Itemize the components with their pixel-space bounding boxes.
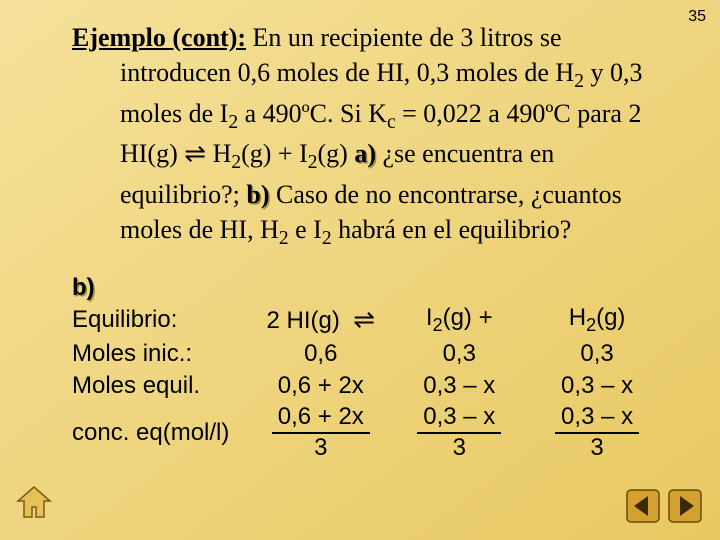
text: habrá en el equilibrio? [332, 215, 572, 244]
sub-2: 2 [433, 315, 443, 335]
sub-2: 2 [231, 152, 241, 173]
home-button[interactable] [14, 483, 54, 528]
home-icon [14, 483, 54, 523]
sub-2: 2 [228, 112, 238, 133]
cell: 0,3 – x 3 [390, 402, 528, 464]
slide-number: 35 [688, 8, 706, 26]
cell: H2(g) [528, 302, 666, 338]
species: I [426, 304, 433, 331]
cell: 0,6 + 2x 3 [251, 402, 390, 464]
row-label: Equilibrio: [72, 302, 251, 338]
part-b-label: b) [246, 180, 269, 209]
cell: 0,3 – x [390, 370, 528, 402]
fraction: 0,3 – x 3 [417, 404, 501, 462]
cell: 2 HI(g) ⇌ [251, 302, 390, 338]
equilibrium-table: Equilibrio: 2 HI(g) ⇌ I2(g) + H2(g) Mole… [72, 302, 666, 464]
example-heading: Ejemplo (cont): [72, 23, 246, 52]
sub-2: 2 [586, 315, 596, 335]
sub-2: 2 [279, 228, 289, 249]
table-row: Moles equil. 0,6 + 2x 0,3 – x 0,3 – x [72, 370, 666, 402]
slide-content: Ejemplo (cont): En un recipiente de 3 li… [0, 0, 720, 464]
species: (g) + [443, 304, 493, 331]
problem-statement: Ejemplo (cont): En un recipiente de 3 li… [72, 20, 666, 252]
denominator: 3 [272, 434, 370, 461]
section-b: b) Equilibrio: 2 HI(g) ⇌ I2(g) + H2(g) M… [72, 274, 666, 464]
species: H [569, 304, 586, 331]
text: (g) [317, 139, 354, 168]
row-label: Moles equil. [72, 370, 251, 402]
numerator: 0,3 – x [417, 404, 501, 434]
cell: 0,3 [528, 338, 666, 370]
fraction: 0,6 + 2x 3 [272, 404, 370, 462]
table-row: Equilibrio: 2 HI(g) ⇌ I2(g) + H2(g) [72, 302, 666, 338]
table-row: conc. eq(mol/l) 0,6 + 2x 3 0,3 – x 3 0,3 [72, 402, 666, 464]
next-button[interactable] [668, 489, 702, 523]
numerator: 0,3 – x [555, 404, 639, 434]
text: e I [289, 215, 322, 244]
table-row: Moles inic.: 0,6 0,3 0,3 [72, 338, 666, 370]
text: (g) + I [241, 139, 308, 168]
cell: 0,6 [251, 338, 390, 370]
species: (g) [596, 304, 625, 331]
denominator: 3 [417, 434, 501, 461]
equilibrium-arrow: ⇌ [184, 139, 206, 168]
denominator: 3 [555, 434, 639, 461]
cell: 0,3 – x 3 [528, 402, 666, 464]
sub-2: 2 [574, 71, 584, 92]
fraction: 0,3 – x 3 [555, 404, 639, 462]
cell: 0,6 + 2x [251, 370, 390, 402]
sub-c: c [387, 112, 396, 133]
text: a 490ºC. Si K [238, 99, 387, 128]
numerator: 0,6 + 2x [272, 404, 370, 434]
prev-button[interactable] [626, 489, 660, 523]
nav-buttons [622, 489, 702, 528]
part-a-label: a) [354, 139, 376, 168]
row-label: Moles inic.: [72, 338, 251, 370]
species: 2 HI(g) [267, 307, 340, 334]
sub-2: 2 [322, 228, 332, 249]
cell: 0,3 [390, 338, 528, 370]
cell: I2(g) + [390, 302, 528, 338]
cell: 0,3 – x [528, 370, 666, 402]
row-label: conc. eq(mol/l) [72, 402, 251, 464]
equilibrium-arrow: ⇌ [353, 305, 375, 334]
section-b-label: b) [72, 274, 666, 302]
text: H [206, 139, 231, 168]
